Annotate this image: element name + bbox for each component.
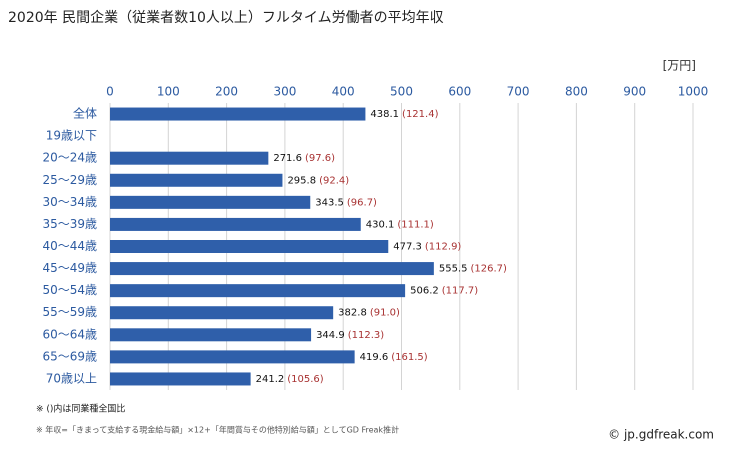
comparison-label: (92.4) [319, 175, 349, 186]
y-tick-label: 50～54歳 [42, 283, 97, 297]
note: ※ ()内は同業種全国比 [36, 403, 125, 415]
comparison-label: (112.9) [425, 242, 462, 253]
x-tick-label: 900 [623, 85, 646, 99]
bar [110, 350, 355, 364]
value-label: 506.2 [410, 286, 439, 297]
value-label: 343.5 [315, 197, 344, 208]
comparison-label: (121.4) [402, 109, 439, 120]
bar [110, 217, 361, 231]
comparison-label: (96.7) [347, 197, 377, 208]
x-tick-label: 400 [332, 85, 355, 99]
y-tick-label: 45～49歳 [42, 261, 97, 275]
bar [110, 240, 389, 253]
x-tick-label: 200 [215, 85, 238, 99]
bar [110, 262, 434, 276]
bar [110, 195, 311, 209]
y-tick-label: 65～69歳 [42, 349, 97, 363]
bar [110, 372, 251, 386]
value-label: 430.1 [366, 219, 395, 230]
x-tick-label: 600 [448, 85, 471, 99]
x-tick-label: 800 [565, 85, 588, 99]
comparison-label: (126.7) [470, 264, 507, 275]
x-tick-label: 100 [157, 85, 180, 99]
y-tick-label: 20～24歳 [42, 151, 97, 165]
y-tick-label: 60～64歳 [42, 327, 97, 341]
value-label: 419.6 [360, 352, 389, 363]
y-tick-label: 25～29歳 [42, 173, 97, 187]
value-label: 438.1 [370, 109, 399, 120]
x-tick-label: 300 [273, 85, 296, 99]
comparison-label: (112.3) [348, 330, 385, 341]
value-label: 241.2 [256, 374, 285, 385]
comparison-label: (117.7) [442, 286, 479, 297]
value-label: 382.8 [338, 308, 367, 319]
y-tick-label: 35～39歳 [42, 217, 97, 231]
y-tick-label: 19歳以下 [46, 129, 97, 143]
comparison-label: (97.6) [305, 153, 335, 164]
x-tick-label: 0 [106, 85, 114, 99]
value-label: 555.5 [439, 264, 468, 275]
value-label: 295.8 [287, 175, 316, 186]
bar [110, 107, 366, 121]
x-tick-label: 700 [507, 85, 530, 99]
value-label: 271.6 [273, 153, 302, 164]
comparison-label: (91.0) [370, 308, 400, 319]
x-tick-label: 1000 [678, 85, 709, 99]
comparison-label: (161.5) [391, 352, 428, 363]
value-label: 477.3 [393, 242, 422, 253]
bar [110, 151, 269, 165]
comparison-label: (105.6) [287, 374, 324, 385]
y-tick-label: 40～44歳 [42, 239, 97, 253]
value-label: 344.9 [316, 330, 345, 341]
bar [110, 306, 334, 320]
bar [110, 284, 406, 298]
note: ※ 年収=「きまって支給する現金給与額」×12+「年間賞与その他特別給与額」とし… [36, 425, 399, 435]
y-tick-label: 全体 [73, 106, 97, 121]
comparison-label: (111.1) [397, 219, 434, 230]
bar [110, 328, 312, 342]
y-tick-label: 55～59歳 [42, 305, 97, 319]
chart-title: 2020年 民間企業（従業者数10人以上）フルタイム労働者の平均年収 [8, 9, 444, 26]
y-tick-label: 70歳以上 [46, 371, 97, 385]
source: © jp.gdfreak.com [608, 428, 714, 442]
bar [110, 173, 283, 187]
y-tick-label: 30～34歳 [42, 195, 97, 209]
unit-label: [万円] [663, 59, 696, 73]
x-tick-label: 500 [390, 85, 413, 99]
